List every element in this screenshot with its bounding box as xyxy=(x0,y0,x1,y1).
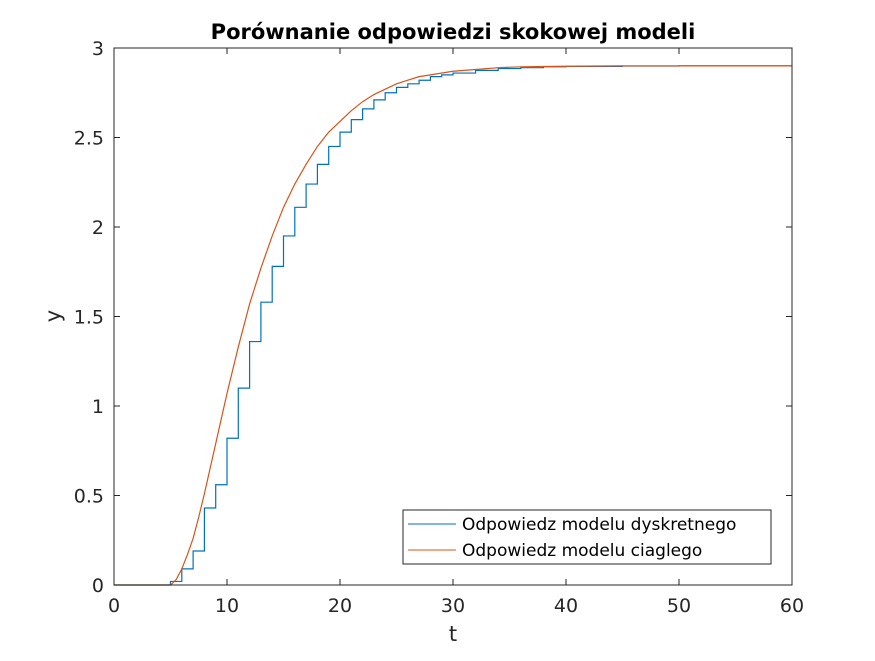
y-tick-label: 1.5 xyxy=(74,307,104,329)
y-tick-label: 1 xyxy=(92,396,104,418)
x-tick-label: 40 xyxy=(554,595,578,617)
y-tick-label: 2.5 xyxy=(74,128,104,150)
legend: Odpowiedz modelu dyskretnego Odpowiedz m… xyxy=(402,509,772,565)
x-tick-label: 50 xyxy=(667,595,691,617)
chart-title: Porównanie odpowiedzi skokowej modeli xyxy=(211,20,696,44)
legend-box xyxy=(402,509,772,565)
legend-label-continuous: Odpowiedz modelu ciaglego xyxy=(462,541,702,561)
x-tick-label: 60 xyxy=(780,595,804,617)
y-tick-label: 2 xyxy=(92,217,104,239)
y-tick-label: 3 xyxy=(92,38,104,60)
y-axis-label: y xyxy=(41,310,65,322)
x-tick-label: 0 xyxy=(108,595,120,617)
series-layer xyxy=(114,65,792,586)
x-tick-label: 30 xyxy=(441,595,465,617)
y-tick-label: 0 xyxy=(92,575,104,597)
legend-label-discrete: Odpowiedz modelu dyskretnego xyxy=(462,515,736,535)
series-line-discrete xyxy=(114,65,792,586)
x-tick-label: 10 xyxy=(215,595,239,617)
y-tick-label: 0.5 xyxy=(74,486,104,508)
x-axis-label: t xyxy=(449,622,457,646)
ticks-layer: 0 10 20 30 40 50 60 0 0.5 1 1.5 2 2.5 3 xyxy=(74,38,804,617)
plot-area xyxy=(114,48,792,585)
x-tick-label: 20 xyxy=(328,595,352,617)
series-line-continuous xyxy=(114,65,792,586)
